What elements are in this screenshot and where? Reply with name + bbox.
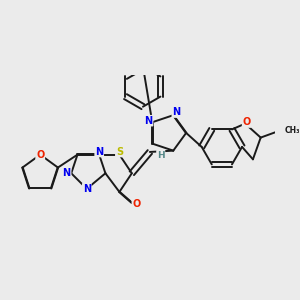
Text: H: H	[157, 151, 164, 160]
Text: N: N	[83, 184, 91, 194]
Text: N: N	[145, 116, 153, 126]
Text: N: N	[62, 168, 71, 178]
Text: N: N	[95, 147, 103, 157]
Text: O: O	[132, 199, 141, 209]
Text: O: O	[36, 150, 44, 160]
Text: CH₃: CH₃	[285, 126, 300, 135]
Text: O: O	[243, 117, 251, 127]
Text: S: S	[116, 147, 123, 157]
Text: N: N	[172, 107, 180, 117]
